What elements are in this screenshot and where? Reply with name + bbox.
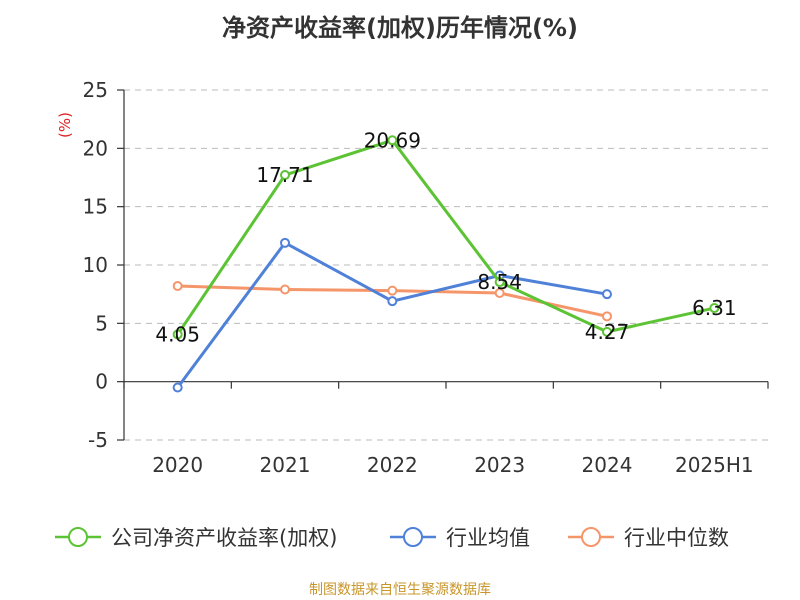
chart-title: 净资产收益率(加权)历年情况(%): [222, 14, 578, 42]
data-label: 4.27: [585, 320, 630, 344]
axis-layer: 25 20 15 10 5 0 -5 2020 2021 2022 2023 2024 2025H1 (%…: [56, 78, 769, 477]
data-label: 4.05: [155, 322, 200, 346]
data-point[interactable]: [280, 170, 290, 181]
x-tick-label: 2024: [582, 453, 633, 477]
legend-marker: [68, 527, 88, 547]
data-point[interactable]: [280, 284, 290, 295]
y-tick-label: 0: [95, 370, 108, 394]
x-tick-label: 2020: [152, 453, 203, 477]
data-point[interactable]: [172, 329, 183, 340]
legend[interactable]: 公司净资产收益率(加权) 行业均值 行业中位数: [55, 526, 729, 550]
data-point[interactable]: [709, 303, 720, 314]
x-tick-label: 2023: [474, 453, 525, 477]
grid-layer: [124, 89, 768, 441]
x-tick-label: 2025H1: [675, 453, 754, 477]
legend-label[interactable]: 行业均值: [446, 526, 530, 550]
x-tick-label: 2022: [367, 453, 418, 477]
data-point[interactable]: [494, 277, 505, 288]
data-label: 17.71: [256, 163, 313, 187]
data-point[interactable]: [280, 237, 290, 248]
data-point[interactable]: [172, 382, 183, 393]
y-tick-label: 10: [83, 253, 108, 277]
series-line: [176, 138, 715, 336]
y-axis-label: (%): [56, 112, 74, 138]
data-point[interactable]: [602, 289, 612, 300]
data-point[interactable]: [494, 288, 505, 298]
y-tick-label: -5: [88, 428, 108, 452]
data-point[interactable]: [172, 281, 183, 291]
data-point[interactable]: [602, 311, 612, 322]
data-point[interactable]: [387, 135, 398, 146]
legend-marker: [581, 527, 601, 547]
data-label: 6.31: [692, 296, 737, 320]
legend-label[interactable]: 公司净资产收益率(加权): [111, 526, 337, 550]
data-label-layer: 4.05 17.71 20.69 8.54 4.27 6.31: [155, 128, 736, 346]
series-layer: [172, 135, 720, 393]
data-label: 8.54: [477, 270, 522, 294]
legend-marker: [403, 527, 423, 547]
data-label: 20.69: [364, 128, 421, 152]
y-tick-label: 20: [83, 136, 108, 160]
y-tick-label: 15: [83, 195, 108, 219]
y-tick-label: 5: [95, 311, 108, 335]
data-point[interactable]: [602, 326, 612, 337]
data-point[interactable]: [387, 285, 398, 296]
legend-label[interactable]: 行业中位数: [624, 526, 729, 550]
source-note: 制图数据来自恒生聚源数据库: [309, 582, 491, 598]
x-tick-label: 2021: [260, 453, 311, 477]
y-tick-label: 25: [83, 78, 108, 102]
data-point[interactable]: [387, 296, 398, 307]
